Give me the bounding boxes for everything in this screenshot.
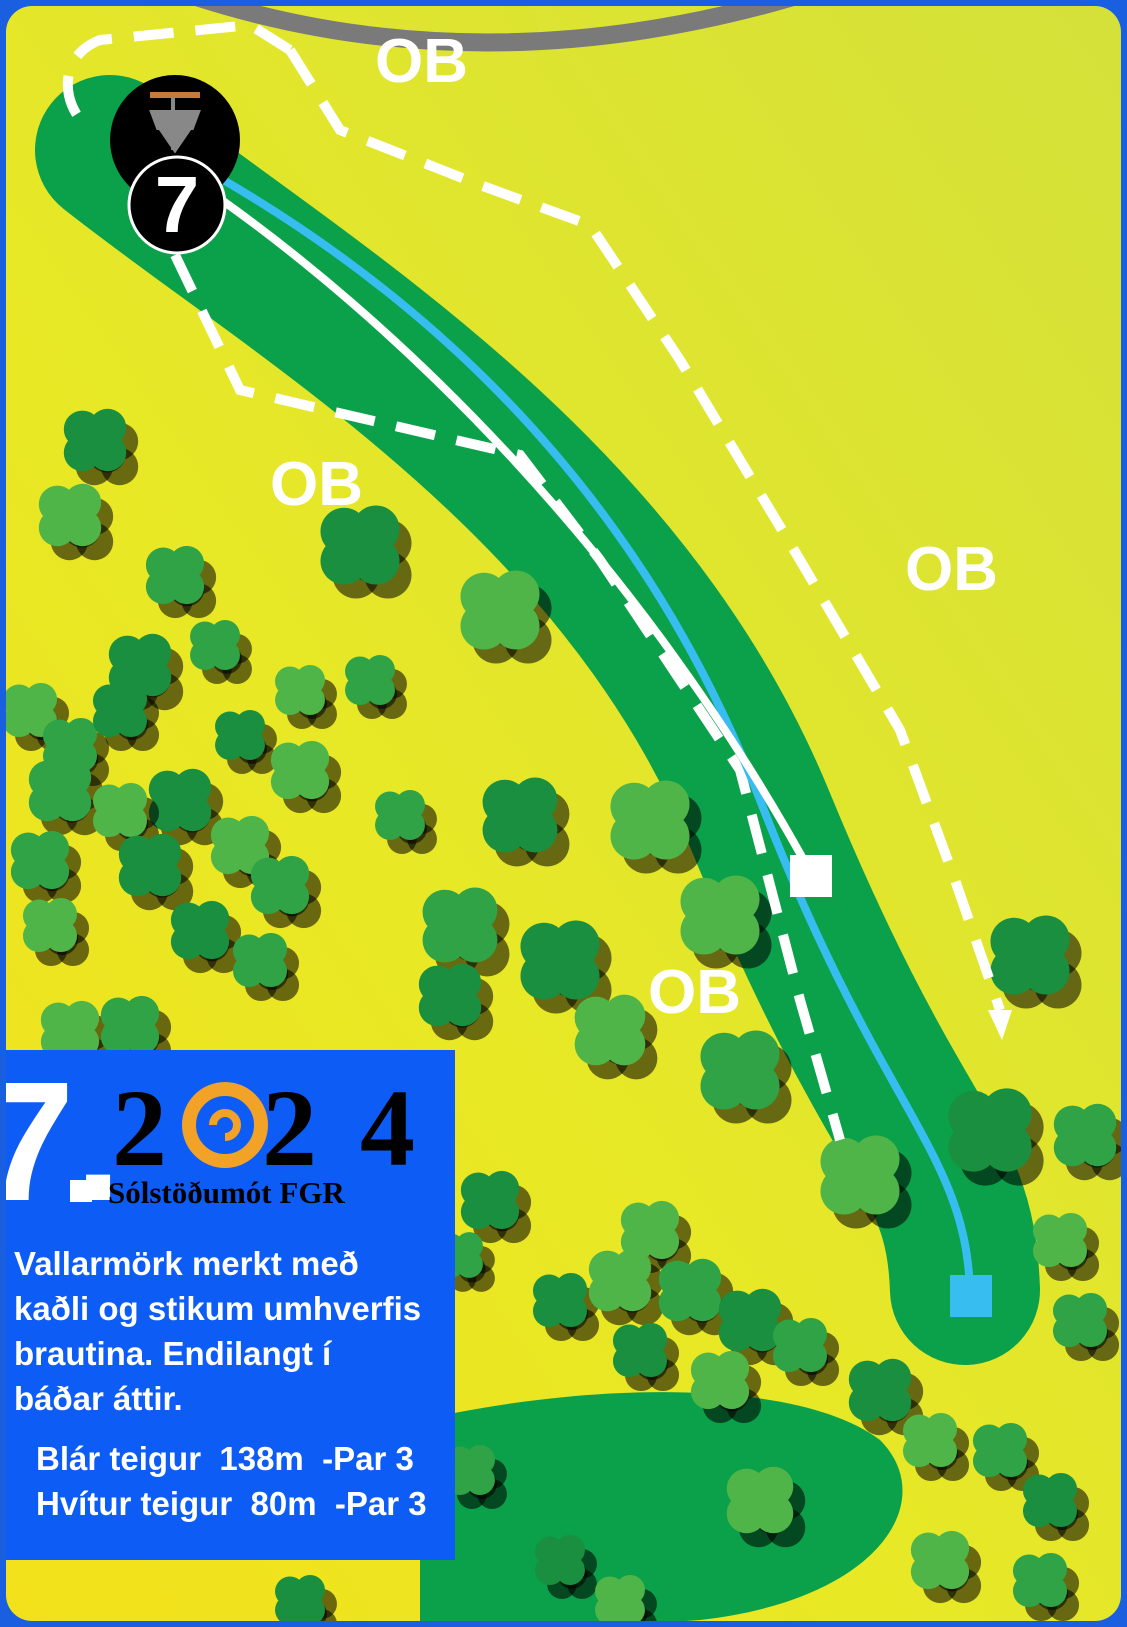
description: kaðli og stikum umhverfis: [14, 1290, 421, 1327]
ob-line: [285, 47, 1005, 1012]
tree-part: [13, 693, 47, 727]
tree-part: [33, 908, 67, 942]
description: Vallarmörk merkt með: [14, 1245, 359, 1282]
road: [187, 6, 803, 52]
white-tee-line: [187, 174, 816, 877]
tree-part: [103, 693, 137, 727]
tree-part: [112, 1007, 148, 1043]
tree-part: [626, 796, 674, 844]
tee-info: Blár teigur 138m -Par 3: [36, 1440, 414, 1477]
tree-part: [121, 646, 159, 684]
description: brautina. Endilangt í: [14, 1335, 333, 1372]
tree-part: [336, 521, 384, 569]
tree-part: [716, 1046, 764, 1094]
year-digit: 4: [360, 1067, 415, 1189]
trees: [6, 408, 1121, 1621]
event-logo: [209, 1109, 241, 1141]
tree-part: [740, 1480, 780, 1520]
tree-part: [385, 800, 415, 830]
bullet: [70, 1180, 92, 1202]
basket-icon: [149, 98, 201, 154]
tree-part: [983, 1433, 1017, 1467]
tree-part: [51, 496, 89, 534]
tree-part: [131, 846, 169, 884]
tree-part: [497, 792, 543, 838]
description: báðar áttir.: [14, 1380, 183, 1417]
year-digit: 2: [262, 1067, 317, 1189]
tree-part: [437, 902, 483, 948]
tree-part: [262, 867, 298, 903]
basket-icon: [150, 92, 200, 98]
tree-part: [543, 1283, 577, 1317]
tree-part: [285, 1585, 315, 1615]
tree-part: [222, 827, 258, 863]
tree-part: [52, 1012, 88, 1048]
tee-info: Hvítur teigur 80m -Par 3: [36, 1485, 427, 1522]
tree-part: [76, 421, 114, 459]
tree-part: [22, 842, 58, 878]
ob-label: OB: [375, 27, 468, 96]
tree-part: [1006, 931, 1054, 979]
white-tee: [790, 855, 832, 897]
tree-part: [965, 1105, 1015, 1155]
tree-part: [182, 912, 218, 948]
hole-number-badge: [127, 155, 227, 255]
tree-part: [431, 976, 469, 1014]
arrowhead: [988, 1010, 1012, 1040]
tree-part: [285, 675, 315, 705]
year-digit: 2: [112, 1067, 167, 1189]
tree-part: [836, 1151, 884, 1199]
tree-part: [1023, 1563, 1057, 1597]
tree-part: [282, 752, 318, 788]
tree-part: [1066, 1116, 1104, 1154]
event-name: Sólstöðumót FGR: [108, 1175, 345, 1210]
tree-part: [103, 793, 137, 827]
tree-part: [161, 781, 199, 819]
tree-part: [157, 557, 193, 593]
tree-part: [783, 1328, 817, 1362]
tree-part: [536, 936, 584, 984]
tree-part: [601, 1261, 639, 1299]
tree-part: [472, 1182, 508, 1218]
event-logo: [182, 1082, 268, 1168]
tree-part: [1033, 1483, 1067, 1517]
ob-label: OB: [648, 958, 741, 1027]
blue-tee: [950, 1275, 992, 1317]
tree-part: [696, 891, 744, 939]
tree-part: [476, 586, 524, 634]
tree-part: [545, 1545, 575, 1575]
tree-part: [623, 1333, 657, 1367]
tree-part: [632, 1212, 668, 1248]
tree-part: [355, 665, 385, 695]
tree-part: [243, 943, 277, 977]
tree-part: [455, 1455, 485, 1485]
ob-line: [62, 19, 293, 129]
tree-part: [731, 1301, 769, 1339]
tree-part: [913, 1423, 947, 1457]
tree-part: [922, 1542, 958, 1578]
tree-part: [861, 1371, 899, 1409]
tree-part: [702, 1362, 738, 1398]
tree-part: [1063, 1303, 1097, 1337]
hole-number: 7: [155, 160, 200, 249]
tree-part: [605, 1585, 635, 1615]
hole-heading: 7.: [0, 1047, 122, 1237]
ob-label: OB: [905, 535, 998, 604]
tree-part: [588, 1008, 632, 1052]
tree-part: [200, 630, 230, 660]
tree-part: [53, 728, 87, 762]
ob-label: OB: [270, 450, 363, 519]
tree-part: [1043, 1223, 1077, 1257]
tree-part: [41, 771, 79, 809]
tree-part: [671, 1271, 709, 1309]
tree-part: [225, 720, 255, 750]
